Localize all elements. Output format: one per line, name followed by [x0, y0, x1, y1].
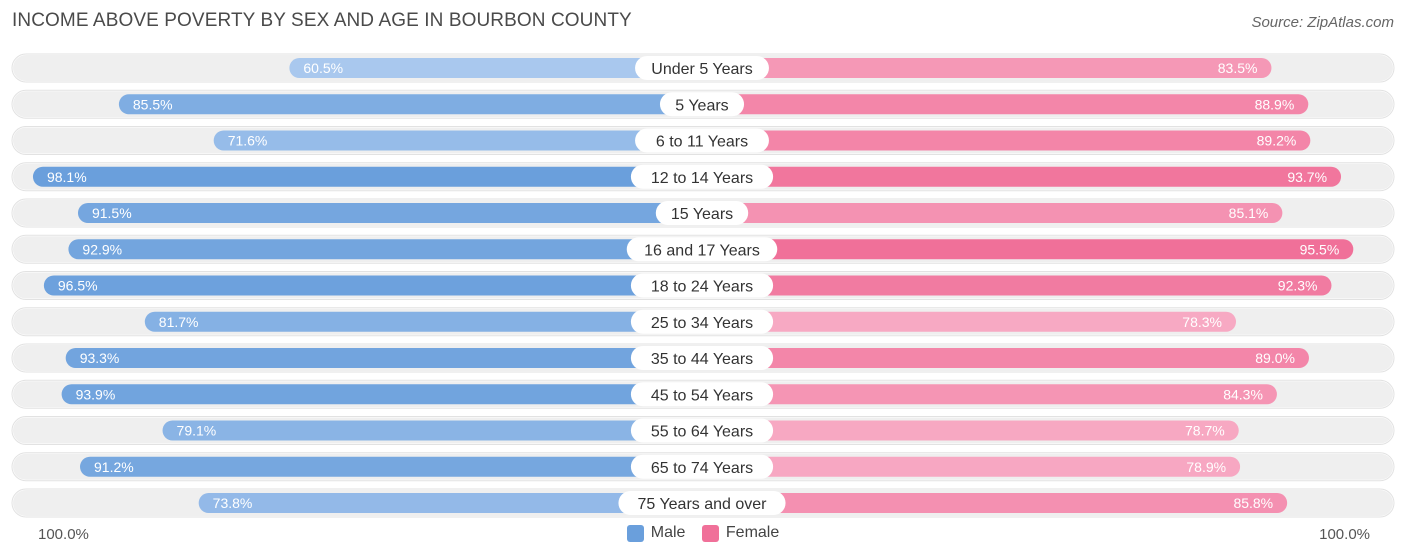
- male-bar: [144, 311, 702, 332]
- male-bar: [118, 94, 702, 115]
- category-label: 12 to 14 Years: [651, 170, 753, 187]
- category-label: 6 to 11 Years: [656, 134, 748, 151]
- female-value-label: 78.7%: [1185, 423, 1225, 439]
- female-swatch: [701, 524, 719, 542]
- female-value-label: 92.3%: [1278, 278, 1318, 294]
- female-value-label: 83.5%: [1218, 60, 1258, 76]
- female-bar: [702, 94, 1309, 115]
- male-value-label: 60.5%: [303, 60, 343, 76]
- female-bar: [702, 420, 1239, 441]
- female-bar: [702, 348, 1309, 368]
- male-bar: [80, 456, 703, 477]
- male-value-label: 91.5%: [92, 205, 132, 221]
- female-bar: [702, 166, 1342, 187]
- category-label: Under 5 Years: [651, 61, 752, 78]
- male-bar: [43, 275, 703, 296]
- category-label: 15 Years: [671, 206, 733, 223]
- category-label-pill: [630, 164, 774, 189]
- category-label-pill: [630, 454, 774, 479]
- bar-chart: 60.5% 83.5% Under 5 Years 85.5% 88.9% 5 Years…: [11, 53, 1395, 518]
- chart-title: INCOME ABOVE POVERTY BY SEX AND AGE IN B…: [12, 10, 632, 31]
- category-label-pill: [630, 273, 774, 298]
- female-bar: [702, 311, 1237, 332]
- female-value-label: 84.3%: [1223, 386, 1263, 402]
- female-value-label: 78.3%: [1182, 314, 1222, 330]
- male-bar: [65, 348, 703, 368]
- category-label-pill: [630, 309, 774, 334]
- category-label-pill: [618, 491, 786, 515]
- category-label-pill: [635, 128, 769, 153]
- female-value-label: 78.9%: [1186, 459, 1226, 475]
- category-label: 55 to 64 Years: [651, 424, 753, 441]
- female-bar: [702, 493, 1288, 513]
- female-bar: [702, 384, 1277, 405]
- category-label-pill: [630, 382, 774, 407]
- category-label-pill: [655, 201, 749, 225]
- male-value-label: 93.3%: [80, 350, 120, 366]
- female-value-label: 88.9%: [1255, 96, 1295, 112]
- legend: Male Female: [0, 524, 1406, 547]
- male-bar: [289, 58, 702, 78]
- legend-male-label: Male: [650, 524, 686, 541]
- female-bar: [702, 58, 1272, 78]
- female-bar: [702, 239, 1354, 260]
- category-label: 65 to 74 Years: [651, 460, 753, 477]
- axis-right-label: 100.0%: [1319, 526, 1370, 543]
- female-value-label: 89.2%: [1257, 133, 1297, 149]
- category-label-pill: [626, 237, 778, 262]
- category-label: 16 and 17 Years: [644, 242, 760, 259]
- male-bar: [162, 420, 703, 441]
- female-value-label: 95.5%: [1300, 241, 1340, 257]
- male-bar: [213, 130, 703, 151]
- male-value-label: 98.1%: [47, 169, 87, 185]
- male-bar: [68, 239, 702, 260]
- category-label: 35 to 44 Years: [651, 351, 753, 368]
- legend-item-female[interactable]: Female: [701, 524, 780, 542]
- category-label: 25 to 34 Years: [651, 315, 753, 332]
- female-bar: [702, 275, 1332, 296]
- female-bar: [702, 130, 1311, 151]
- male-value-label: 71.6%: [228, 133, 268, 149]
- category-label: 75 Years and over: [638, 496, 768, 513]
- female-value-label: 85.1%: [1229, 205, 1269, 221]
- category-label-pill: [630, 346, 774, 370]
- category-label-pill: [635, 56, 769, 80]
- male-value-label: 91.2%: [94, 459, 134, 475]
- category-label: 5 Years: [675, 97, 728, 114]
- female-bar: [702, 203, 1283, 223]
- legend-female-label: Female: [725, 524, 780, 541]
- female-bar: [702, 456, 1241, 477]
- female-value-label: 93.7%: [1287, 169, 1327, 185]
- category-label-pill: [630, 418, 774, 443]
- male-value-label: 85.5%: [133, 96, 173, 112]
- male-swatch: [626, 524, 644, 542]
- male-value-label: 93.9%: [76, 386, 116, 402]
- male-value-label: 73.8%: [213, 495, 253, 511]
- female-value-label: 89.0%: [1255, 350, 1295, 366]
- male-value-label: 96.5%: [58, 278, 98, 294]
- female-value-label: 85.8%: [1233, 495, 1273, 511]
- axis-left-label: 100.0%: [38, 526, 89, 543]
- male-bar: [198, 493, 702, 513]
- male-bar: [61, 384, 703, 405]
- male-value-label: 92.9%: [82, 241, 122, 257]
- category-label: 18 to 24 Years: [651, 279, 753, 296]
- male-value-label: 79.1%: [177, 423, 217, 439]
- source-label: Source: ZipAtlas.com: [1251, 14, 1394, 31]
- male-bar: [77, 203, 703, 223]
- category-label: 45 to 54 Years: [651, 387, 753, 404]
- male-value-label: 81.7%: [159, 314, 199, 330]
- legend-item-male[interactable]: Male: [626, 524, 686, 542]
- category-label-pill: [659, 92, 745, 117]
- male-bar: [32, 166, 702, 187]
